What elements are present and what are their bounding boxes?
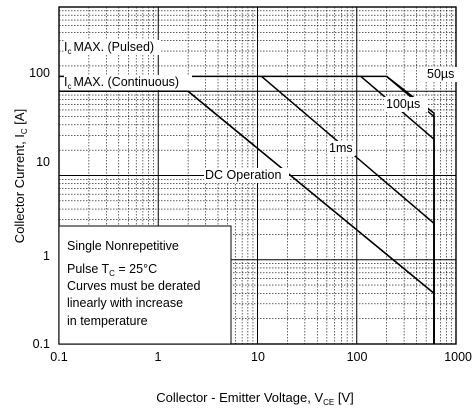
series-labels: Ic MAX. (Pulsed) Ic MAX. (Continuous) 50µs…: [64, 40, 457, 183]
note-text: Single Nonrepetitive Pulse TC = 25°C Cur…: [67, 239, 200, 328]
note-box: [58, 225, 232, 345]
note-line: Pulse TC = 25°C: [67, 262, 157, 278]
note-line: linearly with increase: [67, 296, 183, 310]
x-tick-label: 1000: [444, 350, 472, 364]
y-tick-label: 10: [36, 155, 50, 169]
series-label-pulsed: Ic MAX. (Pulsed): [64, 40, 154, 56]
x-axis-title: Collector - Emitter Voltage, VCE [V]: [156, 390, 354, 407]
label-bg: [327, 141, 355, 156]
y-axis-title: Collector Current, IC [A]: [12, 109, 29, 243]
x-tick-labels: 0.1 1 10 100 1000: [50, 350, 472, 364]
plot-frame: [58, 6, 457, 345]
label-bg: [425, 67, 457, 82]
series-label-50us: 50µs: [427, 67, 454, 81]
series-label-100us: 100µs: [386, 97, 420, 111]
label-bg: [64, 75, 192, 90]
series-label-dc: DC Operation: [205, 168, 281, 182]
label-bg: [384, 97, 428, 112]
label-bg: [204, 168, 289, 183]
x-tick-label: 100: [347, 350, 368, 364]
y-tick-labels: 0.1 1 10 100: [29, 66, 50, 351]
x-tick-label: 1: [155, 350, 162, 364]
series-line-5: [187, 90, 435, 344]
x-tick-label: 10: [251, 350, 265, 364]
note-line: Curves must be derated: [67, 279, 200, 293]
x-tick-label: 0.1: [50, 350, 67, 364]
note-line: Single Nonrepetitive: [67, 239, 179, 253]
label-bg: [64, 40, 160, 55]
y-tick-label: 100: [29, 66, 50, 80]
note-line: in temperature: [67, 314, 148, 328]
y-tick-label: 0.1: [33, 337, 50, 351]
series-label-1ms: 1ms: [329, 141, 353, 155]
y-tick-label: 1: [43, 249, 50, 263]
series-label-continuous: Ic MAX. (Continuous): [64, 75, 179, 91]
